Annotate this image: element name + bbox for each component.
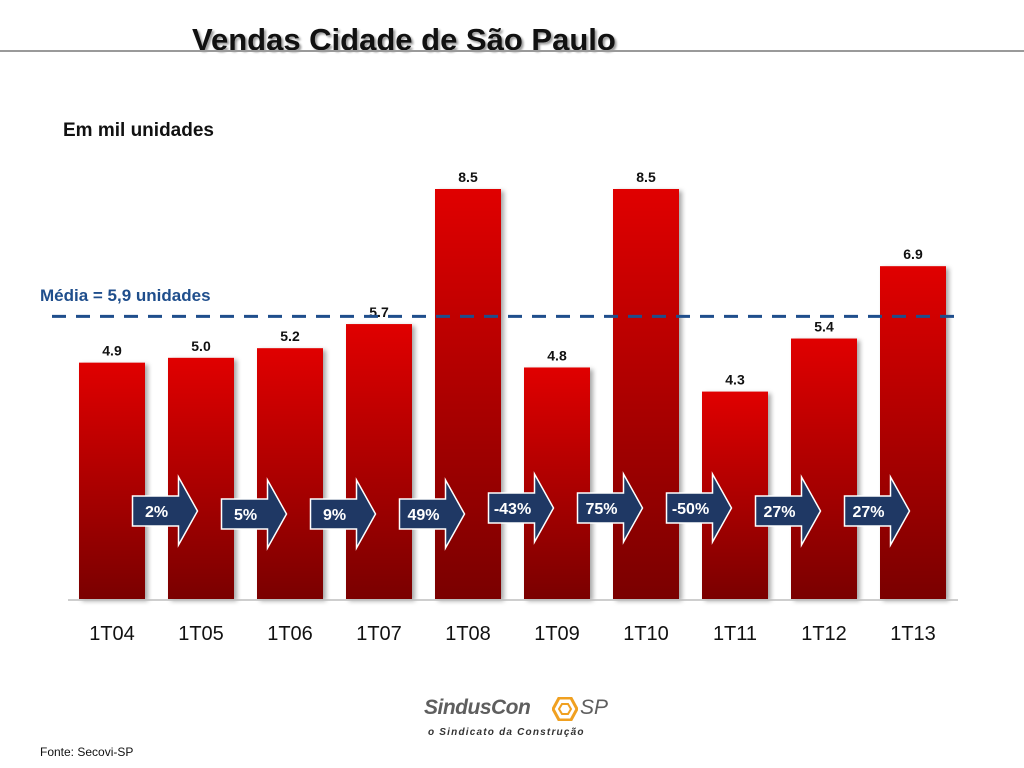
- x-tick-1T11: 1T11: [713, 623, 757, 645]
- growth-label: 27%: [763, 504, 795, 521]
- unit-note: Em mil unidades: [63, 120, 214, 141]
- sinduscon-logo: SindusCon SP o Sindicato da Construção: [424, 696, 608, 744]
- value-label-1T08: 8.5: [458, 169, 478, 185]
- growth-arrow-icon: [843, 474, 911, 548]
- growth-arrow-icon: [576, 471, 644, 545]
- growth-label: 75%: [585, 501, 617, 518]
- growth-label: -50%: [672, 501, 709, 518]
- growth-arrow-icon: [220, 477, 288, 551]
- value-label-1T11: 4.3: [725, 372, 745, 388]
- growth-arrow-icon: [754, 474, 822, 548]
- x-axis: 1T04 1T05 1T06 1T07 1T08 1T09 1T10 1T11 1T12 1T13: [68, 599, 958, 645]
- value-label-1T12: 5.4: [814, 319, 834, 335]
- source-note: Fonte: Secovi-SP: [40, 745, 134, 759]
- growth-arrow-icon: [665, 471, 733, 545]
- value-label-1T13: 6.9: [903, 246, 923, 262]
- x-tick-1T04: 1T04: [89, 623, 135, 645]
- value-label-1T09: 4.8: [547, 347, 567, 363]
- growth-label: 27%: [852, 504, 884, 521]
- value-labels-layer: 4.9 5.05.25.78.54.88.54.35.46.9: [102, 169, 923, 388]
- x-tick-1T09: 1T09: [534, 623, 580, 645]
- growth-label: 49%: [407, 507, 439, 524]
- sales-bar-chart: 4.9 5.05.25.78.54.88.54.35.46.9 2% 5% 9% 49%…: [52, 169, 962, 645]
- average-label: Média = 5,9 unidades: [40, 286, 211, 305]
- hexagon-logo-icon: [552, 697, 578, 721]
- bar-1T07: [346, 324, 412, 599]
- value-label-1T06: 5.2: [280, 328, 300, 344]
- x-tick-1T07: 1T07: [356, 623, 402, 645]
- x-tick-1T12: 1T12: [801, 623, 847, 645]
- growth-label: -43%: [494, 501, 531, 518]
- value-label-1T05: 5.0: [191, 338, 211, 354]
- x-tick-1T13: 1T13: [890, 623, 936, 645]
- logo-suffix: SP: [580, 696, 609, 719]
- growth-arrows-layer: 2% 5% 9% 49% -43% 75% -50% 27% 27%: [131, 471, 911, 551]
- x-tick-1T06: 1T06: [267, 623, 313, 645]
- growth-label: 9%: [323, 507, 346, 524]
- bar-1T04: [79, 362, 145, 599]
- title-divider: [0, 50, 1024, 52]
- logo-name: SindusCon: [424, 696, 531, 719]
- value-label-1T10: 8.5: [636, 169, 656, 185]
- x-tick-1T08: 1T08: [445, 623, 491, 645]
- growth-label: 5%: [234, 507, 257, 524]
- x-tick-1T10: 1T10: [623, 623, 669, 645]
- bar-1T12: [791, 338, 857, 599]
- growth-arrow-icon: [309, 477, 377, 551]
- bar-1T06: [257, 348, 323, 599]
- logo-tagline: o Sindicato da Construção: [428, 727, 585, 738]
- value-label-1T04: 4.9: [102, 343, 122, 359]
- growth-arrow-icon: [398, 477, 466, 551]
- growth-arrow-icon: [487, 471, 555, 545]
- bars-layer: [79, 189, 946, 599]
- bar-1T13: [880, 266, 946, 599]
- growth-label: 2%: [145, 504, 168, 521]
- x-tick-1T05: 1T05: [178, 623, 224, 645]
- growth-arrow-icon: [131, 474, 199, 548]
